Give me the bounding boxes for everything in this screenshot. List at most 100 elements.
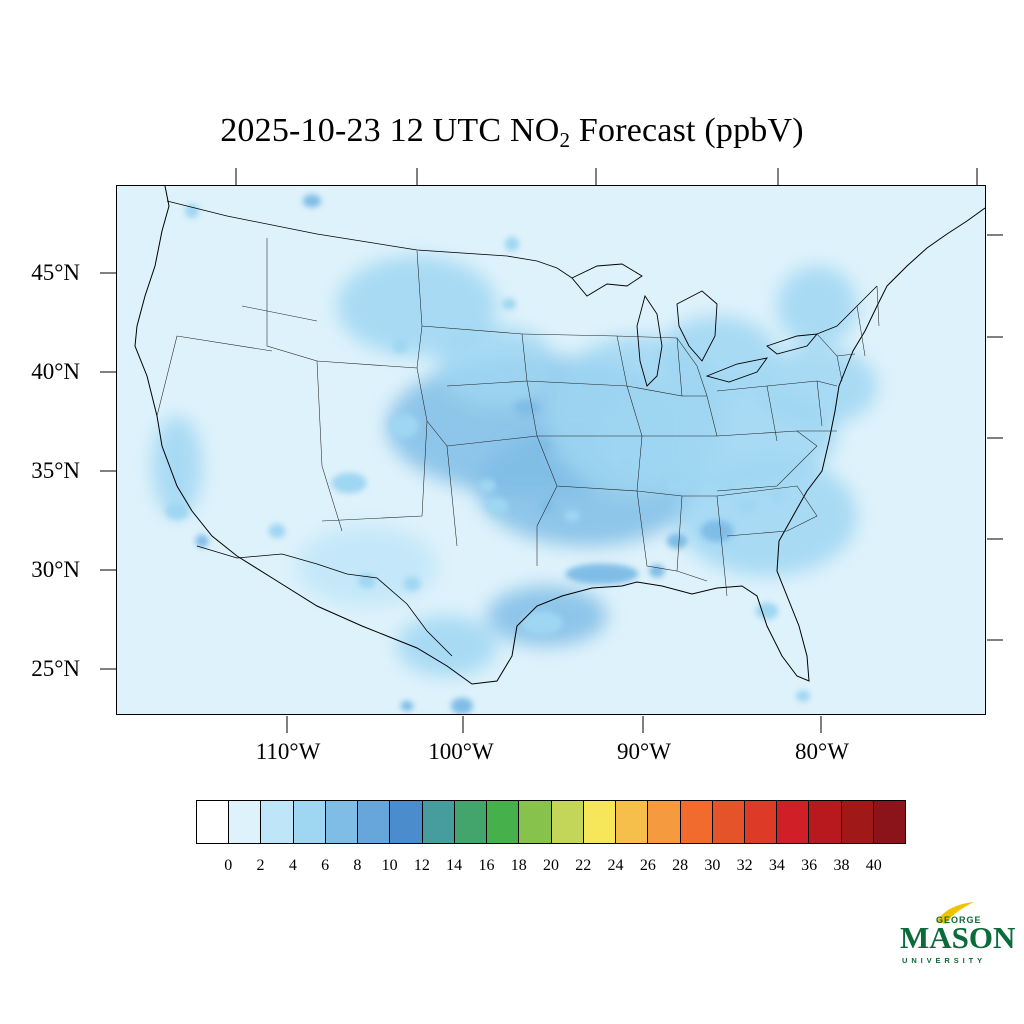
- colorbar-tick-label: 32: [736, 857, 753, 874]
- haze-blob: [437, 326, 557, 406]
- colorbar: [196, 800, 906, 844]
- colorbar-tick-label: 36: [801, 857, 818, 874]
- hotspot: [504, 236, 520, 252]
- haze-blob: [297, 526, 437, 606]
- colorbar-tick-label: 28: [672, 857, 689, 874]
- forecast-map: [116, 185, 986, 715]
- hotspot: [184, 203, 200, 219]
- colorbar-swatch: [583, 801, 617, 843]
- hotspot: [609, 453, 621, 465]
- colorbar-tick-label: 22: [575, 857, 592, 874]
- colorbar-tick-label: 10: [381, 857, 398, 874]
- hotspot: [403, 576, 421, 592]
- colorbar-swatch: [293, 801, 326, 843]
- colorbar-tick-label: 34: [768, 857, 785, 874]
- colorbar-swatch: [229, 801, 262, 843]
- logo-flame-icon: [936, 902, 974, 924]
- lon-label-80w: 80°W: [795, 739, 849, 764]
- border-canada: [166, 200, 878, 335]
- hotspot: [719, 480, 735, 492]
- hotspot: [563, 510, 581, 522]
- haze-blob: [152, 416, 202, 516]
- hotspot: [795, 690, 811, 702]
- colorbar-swatch: [777, 801, 810, 843]
- colorbar-swatch: [487, 801, 520, 843]
- title-subscript: 2: [559, 128, 571, 152]
- logo-mason-text: MASON: [900, 920, 1016, 955]
- title-prefix: 2025-10-23 12 UTC NO: [220, 112, 560, 149]
- colorbar-swatch: [519, 801, 552, 843]
- hotspot: [331, 472, 367, 494]
- colorbar-swatch: [422, 801, 455, 843]
- colorbar-tick-label: 26: [639, 857, 656, 874]
- boundaries: [134, 186, 985, 685]
- hotspot: [400, 700, 414, 712]
- haze-blob: [337, 256, 497, 356]
- colorbar-tick-label: 38: [833, 857, 850, 874]
- hotspot: [664, 478, 680, 494]
- hotspot: [565, 563, 639, 585]
- colorbar-tick-label: 40: [865, 857, 882, 874]
- colorbar-swatch: [841, 801, 874, 843]
- colorbar-swatch: [390, 801, 423, 843]
- colorbar-tick-label: 18: [510, 857, 527, 874]
- hotspot: [676, 478, 694, 494]
- hotspot: [195, 534, 209, 548]
- border-mexico: [196, 545, 453, 657]
- hotspot: [389, 414, 419, 438]
- colorbar-tick-label: 8: [353, 857, 362, 874]
- hotspot: [501, 298, 517, 310]
- colorbar-tick-label: 14: [446, 857, 463, 874]
- hotspot: [649, 564, 665, 578]
- hotspot: [666, 533, 688, 549]
- hotspot: [392, 338, 408, 354]
- colorbar-swatch: [454, 801, 488, 843]
- colorbar-tick-label: 4: [288, 857, 297, 874]
- concentration-haze: [152, 256, 877, 676]
- colorbar-swatch: [712, 801, 745, 843]
- logo-george-text: GEORGE: [936, 915, 982, 925]
- gmu-logo: GEORGE MASON UNIVERSITY: [896, 900, 1015, 970]
- lat-label-35: 35°N: [31, 458, 80, 483]
- concentration-hotspots: [165, 194, 811, 714]
- logo-university-text: UNIVERSITY: [902, 956, 987, 965]
- great-lakes: [571, 263, 819, 387]
- colorbar-tick-label: 2: [256, 857, 265, 874]
- colorbar-swatch: [648, 801, 681, 843]
- colorbar-swatch: [873, 801, 906, 843]
- colorbar-swatch: [325, 801, 359, 843]
- state-lines: [156, 238, 880, 597]
- colorbar-tick-label: 24: [607, 857, 624, 874]
- colorbar-tick-label: 12: [413, 857, 430, 874]
- hotspot: [514, 400, 540, 416]
- colorbar-swatch: [358, 801, 391, 843]
- colorbar-tick-label: 16: [478, 857, 495, 874]
- lat-label-40: 40°N: [31, 359, 80, 384]
- hotspot: [737, 498, 757, 514]
- hotspot: [165, 502, 189, 520]
- colorbar-tick-label: 30: [704, 857, 721, 874]
- hotspot: [769, 488, 785, 504]
- hotspot: [521, 611, 563, 635]
- lon-label-100w: 100°W: [428, 739, 494, 764]
- colorbar-swatch: [551, 801, 584, 843]
- colorbar-swatch: [261, 801, 294, 843]
- hotspot: [268, 523, 286, 539]
- colorbar-swatch: [680, 801, 713, 843]
- map-canvas: [117, 186, 985, 714]
- hotspot: [451, 697, 473, 714]
- colorbar-swatch: [616, 801, 649, 843]
- lon-label-90w: 90°W: [617, 739, 671, 764]
- hotspot: [700, 520, 734, 542]
- colorbar-tick-label: 6: [321, 857, 330, 874]
- lat-label-30: 30°N: [31, 557, 80, 582]
- lon-label-110w: 110°W: [255, 739, 321, 764]
- haze-blob: [397, 616, 497, 676]
- hotspot: [485, 497, 509, 515]
- colorbar-swatch: [744, 801, 778, 843]
- colorbar-swatch: [809, 801, 842, 843]
- hotspot: [478, 478, 496, 494]
- lat-label-45: 45°N: [31, 260, 80, 285]
- lat-label-25: 25°N: [31, 656, 80, 681]
